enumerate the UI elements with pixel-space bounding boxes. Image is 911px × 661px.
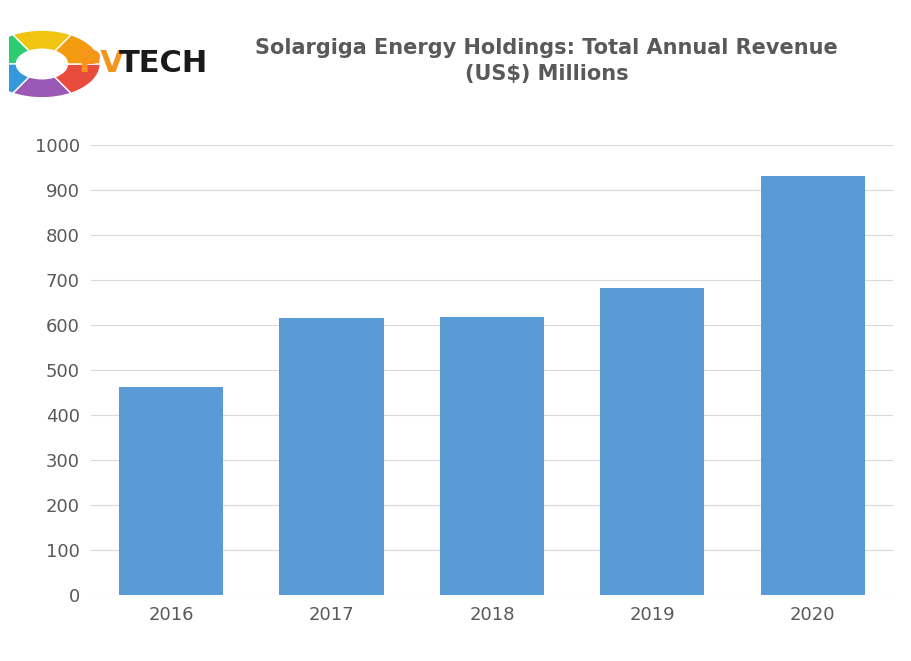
Wedge shape <box>55 64 100 93</box>
Bar <box>440 317 544 595</box>
Bar <box>280 317 384 595</box>
Wedge shape <box>13 77 71 98</box>
Wedge shape <box>13 30 71 51</box>
Wedge shape <box>55 34 100 64</box>
Bar <box>761 176 865 595</box>
Bar <box>119 387 223 595</box>
Text: TECH: TECH <box>118 50 208 79</box>
Bar <box>600 288 704 595</box>
Text: PV: PV <box>78 50 124 79</box>
Text: Solargiga Energy Holdings: Total Annual Revenue
(US$) Millions: Solargiga Energy Holdings: Total Annual … <box>255 38 838 84</box>
Wedge shape <box>0 34 29 64</box>
Wedge shape <box>0 64 29 93</box>
